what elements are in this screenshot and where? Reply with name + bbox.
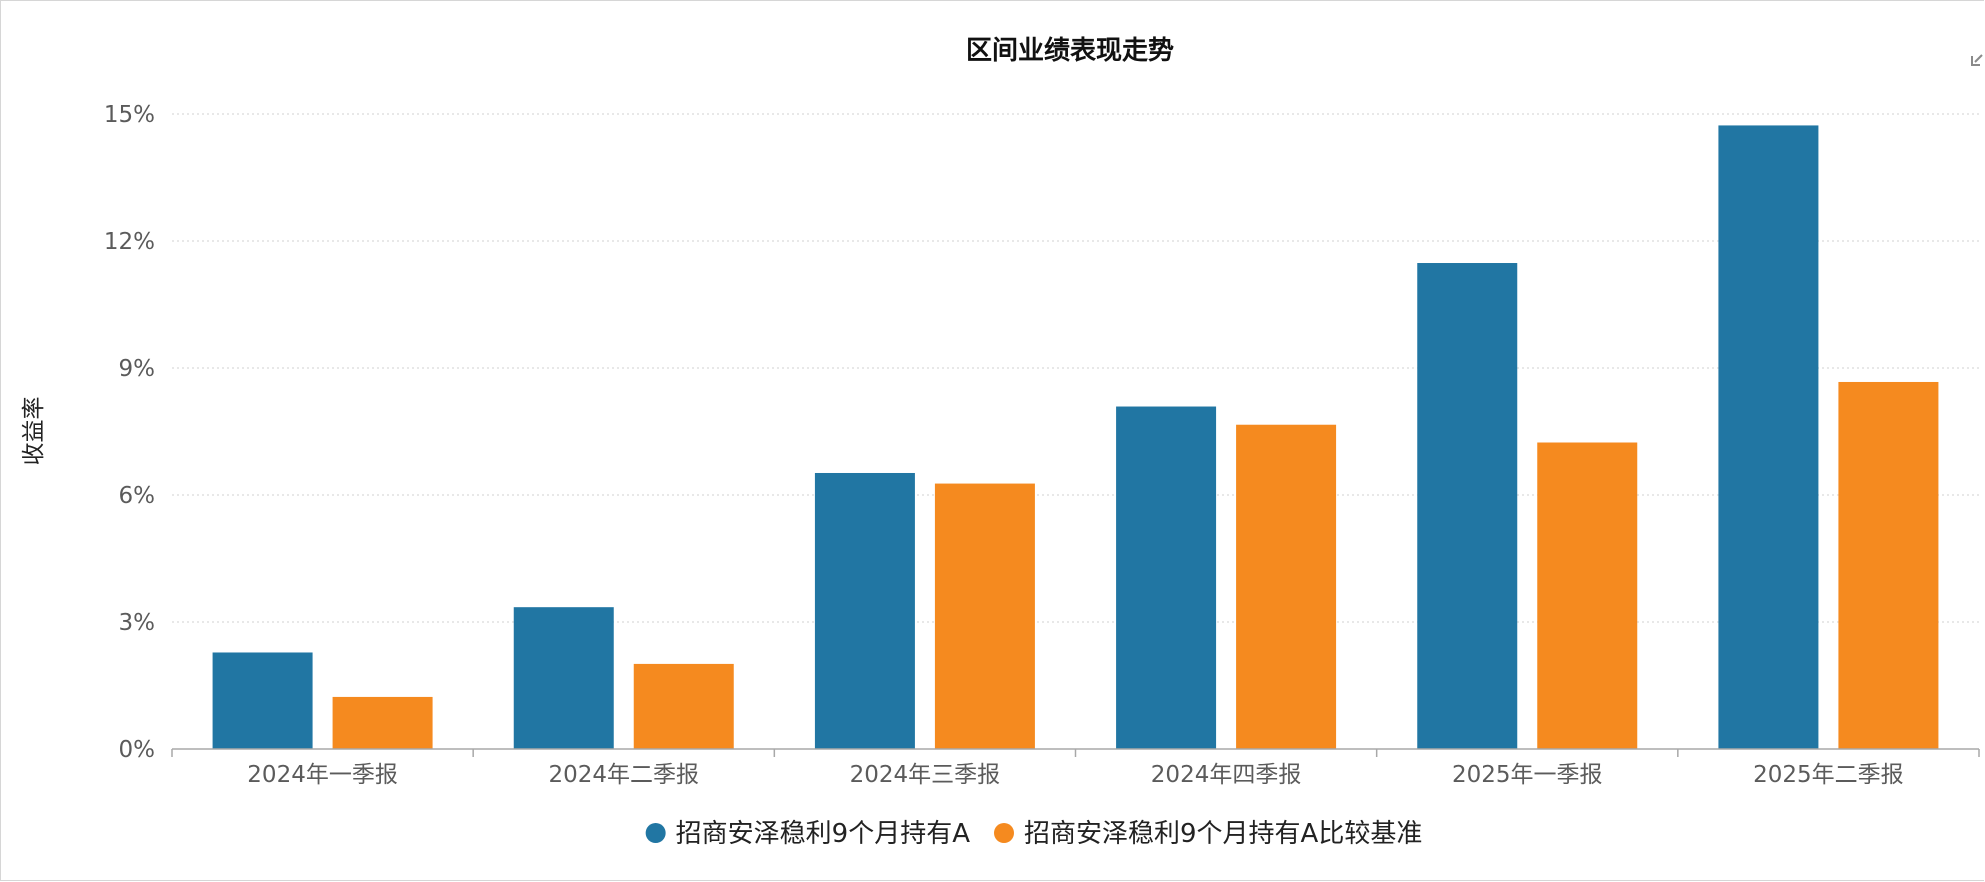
x-axis <box>171 748 1980 757</box>
bar <box>1718 125 1819 750</box>
y-axis-ticks: 0% 3% 6% 9% 12% 15% <box>104 102 155 763</box>
bar <box>633 663 734 749</box>
legend-marker <box>645 823 666 843</box>
bar <box>513 607 614 749</box>
y-tick-label: 0% <box>119 737 156 763</box>
y-tick-label: 9% <box>119 356 156 382</box>
legend-label: 招商安泽稳利9个月持有A比较基准 <box>1024 819 1422 849</box>
x-tick-label: 2025年一季报 <box>1452 762 1603 788</box>
bars <box>212 125 1939 750</box>
x-axis-ticks: 2024年一季报 2024年二季报 2024年三季报 2024年四季报 2025年一季报… <box>247 762 1903 788</box>
legend-label: 招商安泽稳利9个月持有A <box>676 819 971 849</box>
x-tick-label: 2024年四季报 <box>1151 762 1302 788</box>
y-tick-label: 15% <box>104 102 155 128</box>
bar <box>814 472 915 749</box>
y-axis-label: 收益率 <box>21 397 47 466</box>
bar <box>1116 406 1217 749</box>
bar <box>1838 381 1939 749</box>
y-tick-label: 6% <box>119 483 156 509</box>
bar <box>332 696 433 749</box>
legend: 招商安泽稳利9个月持有A 招商安泽稳利9个月持有A比较基准 <box>645 819 1422 849</box>
x-tick-label: 2025年二季报 <box>1753 762 1904 788</box>
gridlines <box>172 113 1979 623</box>
x-tick-label: 2024年二季报 <box>548 762 699 788</box>
bar <box>212 652 313 749</box>
y-tick-label: 12% <box>104 229 155 255</box>
expand-icon[interactable] <box>1970 53 1984 75</box>
x-tick-label: 2024年一季报 <box>247 762 398 788</box>
bar <box>1417 263 1518 749</box>
y-tick-label: 3% <box>119 610 156 636</box>
bar <box>934 483 1035 749</box>
legend-item: 招商安泽稳利9个月持有A比较基准 <box>994 819 1422 849</box>
chart-title: 区间业绩表现走势 <box>966 36 1174 66</box>
legend-item: 招商安泽稳利9个月持有A <box>645 819 971 849</box>
legend-marker <box>994 823 1014 843</box>
bar <box>1537 442 1638 749</box>
x-tick-label: 2024年三季报 <box>850 762 1001 788</box>
bar <box>1236 424 1337 749</box>
